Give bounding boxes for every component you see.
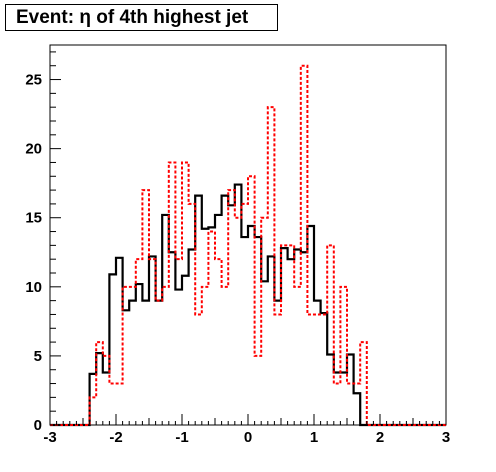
x-tick-label: -1	[175, 429, 188, 446]
chart-title: Event: η of 4th highest jet	[5, 4, 278, 31]
x-tick-label: 1	[310, 429, 318, 446]
y-tick-label: 15	[25, 210, 42, 227]
x-tick-label: -2	[109, 429, 122, 446]
x-tick-label: -3	[43, 429, 56, 446]
y-tick-label: 20	[25, 141, 42, 158]
y-tick-label: 0	[34, 417, 42, 434]
x-tick-label: 0	[244, 429, 252, 446]
histogram-series-1	[50, 64, 446, 426]
y-tick-label: 25	[25, 72, 42, 89]
histogram-series-0	[50, 183, 446, 427]
x-tick-label: 2	[376, 429, 384, 446]
x-tick-label: 3	[442, 429, 450, 446]
y-tick-label: 10	[25, 279, 42, 296]
y-tick-label: 5	[34, 348, 42, 365]
